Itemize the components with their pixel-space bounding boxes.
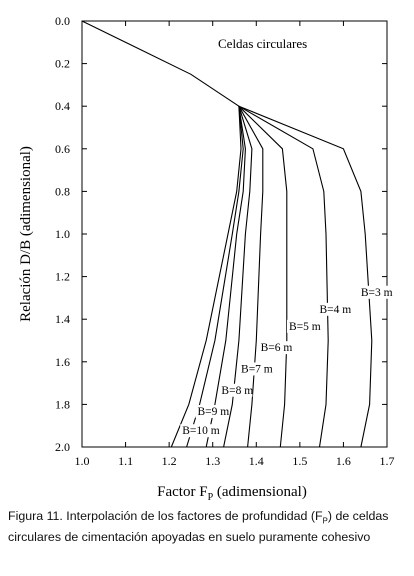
y-tick-label: 1.2 (55, 270, 70, 284)
y-tick-label: 0.8 (55, 184, 70, 198)
tick-marks (81, 20, 388, 448)
curve-label-text: B=4 m (319, 304, 351, 316)
common-curve (81, 20, 240, 107)
y-tick-label: 0.0 (55, 14, 70, 28)
x-tick-label: 1.1 (118, 454, 133, 468)
curve-label: B=9 m (195, 405, 229, 419)
series-line (238, 105, 288, 448)
curve-labels: B=3 m B=4 m B=5 m B=6 m B=7 m B=8 m B=9 m B=10 … (180, 285, 393, 438)
series-line (186, 106, 244, 448)
x-tick-label: 1.2 (162, 454, 177, 468)
y-tick-label: 1.6 (55, 355, 70, 369)
x-tick-label: 1.4 (249, 454, 264, 468)
curve-label-bg (239, 362, 273, 376)
curve-label-bg (180, 424, 220, 438)
y-tick-label: 0.6 (55, 142, 70, 156)
curve-label-text: B=6 m (261, 342, 293, 354)
series-line (205, 106, 246, 448)
curve-label-bg (317, 302, 351, 316)
curve-label-text: B=8 m (221, 385, 253, 397)
series-line (238, 105, 329, 448)
caption-rest: ) de celdas circulares de cimentación ap… (8, 509, 389, 545)
curve-label-bg (358, 285, 392, 299)
y-tick-label: 1.8 (55, 397, 70, 411)
curve-label-text: B=5 m (289, 321, 321, 333)
curve-label: B=4 m (317, 302, 351, 316)
y-tick-label: 1.0 (55, 227, 70, 241)
x-axis-label-main: Factor F (157, 484, 207, 500)
y-tick-label: 0.4 (55, 99, 70, 113)
x-tick-label: 1.7 (380, 454, 395, 468)
curve-label: B=3 m (358, 285, 393, 299)
figure-caption: Figura 11. Interpolación de los factores… (8, 508, 410, 545)
x-axis-label: Factor FP (adimensional) (157, 484, 307, 503)
tick-labels: 1.0 1.1 1.2 1.3 1.4 1.5 1.6 1.7 0.0 0.2 0.4 0.6 0.8 1… (55, 14, 395, 468)
series-line (238, 105, 264, 448)
y-tick-label: 0.2 (55, 57, 70, 71)
y-tick-label: 2.0 (55, 440, 70, 454)
y-tick-label: 1.4 (55, 312, 70, 326)
series-line (223, 106, 253, 448)
x-tick-label: 1.3 (205, 454, 220, 468)
series-line (238, 105, 373, 448)
x-tick-label: 1.0 (75, 454, 90, 468)
x-axis-label-rest: (adimensional) (213, 484, 307, 500)
x-tick-label: 1.6 (336, 454, 351, 468)
caption-sub: P (322, 516, 328, 526)
curve-label-bg (286, 319, 320, 333)
curve-label-bg (195, 405, 229, 419)
curve-label: B=8 m (219, 383, 253, 397)
chart: 1.0 1.1 1.2 1.3 1.4 1.5 1.6 1.7 0.0 0.2 0.4 0.6 0.8 1… (18, 14, 395, 503)
curve-label-bg (219, 383, 253, 397)
chart-title: Celdas circulares (218, 36, 307, 51)
curve-label-text: B=3 m (361, 287, 393, 299)
curve-label: B=7 m (239, 362, 273, 376)
curve-label-bg (258, 341, 292, 355)
curve-label: B=10 m (180, 424, 220, 438)
curve-label-text: B=9 m (197, 406, 229, 418)
series-line (170, 106, 242, 448)
y-axis-label: Relación D/B (adimensional) (18, 146, 34, 322)
caption-prefix: Figura 11. Interpolación de los factores… (8, 509, 323, 523)
curve-label-text: B=7 m (241, 363, 273, 375)
curve-label: B=6 m (258, 341, 293, 355)
curves (81, 20, 373, 448)
x-tick-label: 1.5 (292, 454, 307, 468)
curve-label: B=5 m (286, 319, 321, 333)
curve-label-text: B=10 m (182, 425, 220, 437)
x-axis-label-sub: P (208, 492, 214, 503)
